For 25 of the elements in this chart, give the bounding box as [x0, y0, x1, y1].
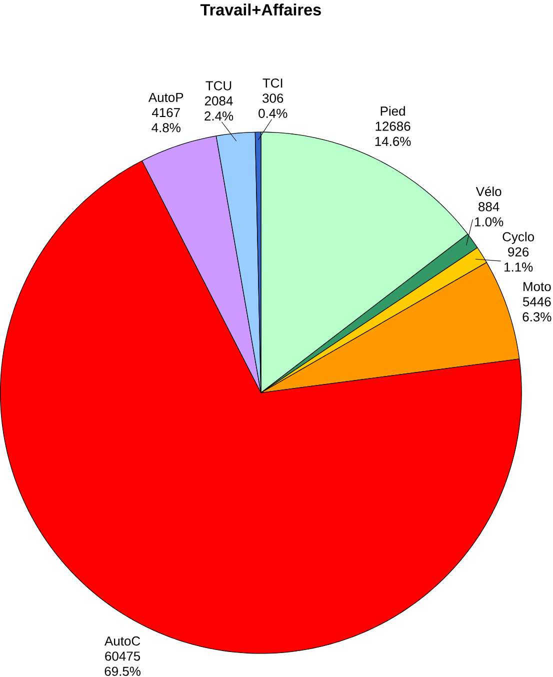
slice-label: Vélo [476, 186, 502, 196]
data-label: 306 [262, 94, 284, 103]
data-label: 4167 [152, 108, 180, 118]
data-label: 60475 [105, 652, 140, 661]
slice-label: AutoC [104, 636, 140, 646]
data-label: 5446 [523, 297, 551, 306]
slice-label: TCI [262, 78, 282, 88]
slice-label: Cyclo [502, 232, 534, 244]
slice-label: AutoP [148, 92, 184, 102]
data-label: 884 [478, 202, 500, 212]
slice-label: Pied [380, 106, 406, 116]
text: 1.1% [504, 262, 533, 272]
slice-label: TCU [206, 81, 232, 90]
text: 6.3% [522, 312, 552, 322]
text: 14.6% [375, 136, 411, 146]
text: 69.5% [104, 666, 141, 676]
chart-title: Travail+Affaires [200, 4, 322, 16]
text: 1.0% [475, 217, 504, 226]
data-label: 12686 [376, 122, 410, 131]
data-label: 2084 [205, 96, 233, 106]
data-label: 926 [508, 247, 529, 257]
text: 4.8% [152, 123, 181, 132]
text: 0.4% [258, 108, 288, 118]
text: 2.4% [204, 111, 234, 121]
slice-label: Moto [524, 282, 551, 292]
